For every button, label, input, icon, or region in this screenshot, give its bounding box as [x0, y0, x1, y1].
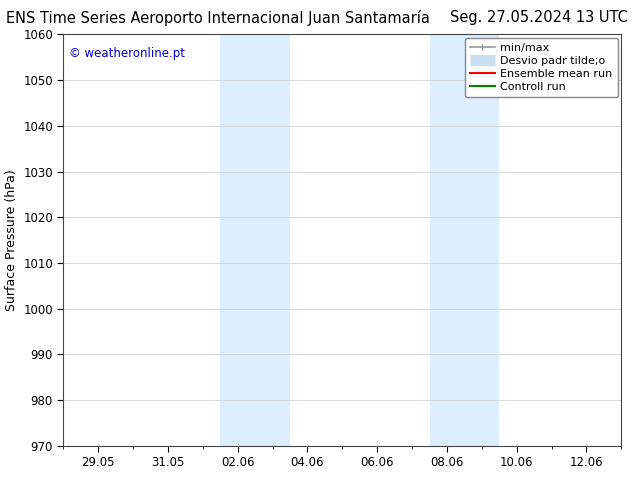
Y-axis label: Surface Pressure (hPa): Surface Pressure (hPa) [4, 169, 18, 311]
Bar [429, 34, 500, 446]
Text: © weatheronline.pt: © weatheronline.pt [69, 47, 185, 60]
Legend: min/max, Desvio padr tilde;o, Ensemble mean run, Controll run: min/max, Desvio padr tilde;o, Ensemble m… [465, 38, 618, 97]
Text: ENS Time Series Aeroporto Internacional Juan Santamaría: ENS Time Series Aeroporto Internacional … [6, 10, 430, 26]
Bar [221, 34, 290, 446]
Text: Seg. 27.05.2024 13 UTC: Seg. 27.05.2024 13 UTC [450, 10, 628, 25]
